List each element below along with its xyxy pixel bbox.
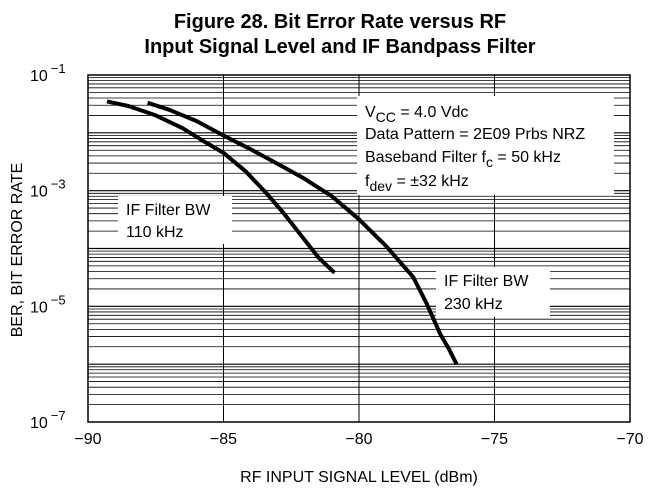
condition-fdev: fdev = ±32 kHz	[365, 173, 469, 194]
chart-title-line-1: Figure 28. Bit Error Rate versus RF	[173, 11, 507, 33]
x-tick-label: −75	[481, 431, 508, 448]
y-tick-label: 10 −7	[30, 408, 66, 432]
series-line-230khz	[146, 100, 459, 366]
x-tick-label: −85	[210, 431, 237, 448]
tick-labels: −90 −85 −80 −75 −70 10−1 10−3 10−5 10−7	[30, 61, 644, 448]
y-tick-label: 10 −1	[30, 61, 66, 85]
chart-title-line-2: Input Signal Level and IF Bandpass Filte…	[144, 36, 536, 58]
annotation-230-line1: IF Filter BW	[444, 273, 529, 290]
plot-frame	[87, 74, 631, 423]
condition-baseband-filter: Baseband Filter fc = 50 kHz	[365, 149, 561, 170]
y-axis-label: BER, BIT ERROR RATE	[9, 163, 26, 338]
x-tick-label: −90	[74, 431, 101, 448]
condition-data-pattern: Data Pattern = 2E09 Prbs NRZ	[365, 126, 585, 143]
annotation-230-line2: 230 kHz	[444, 296, 503, 313]
series-line-110khz	[106, 99, 336, 275]
y-tick-label: 10 −5	[30, 292, 66, 316]
x-tick-label: −70	[616, 431, 643, 448]
series-layer	[106, 99, 459, 366]
annotation-110-line1: IF Filter BW	[126, 202, 211, 219]
x-axis-label: RF INPUT SIGNAL LEVEL (dBm)	[240, 469, 478, 486]
conditions-box	[357, 96, 614, 195]
annotation-230-box	[436, 267, 550, 317]
annotation-110-line2: 110 kHz	[126, 224, 184, 241]
annotation-110-box	[118, 196, 232, 244]
condition-vcc: VCC = 4.0 Vdc	[365, 104, 468, 125]
y-tick-label: 10 −3	[30, 177, 66, 201]
x-tick-label: −80	[345, 431, 372, 448]
